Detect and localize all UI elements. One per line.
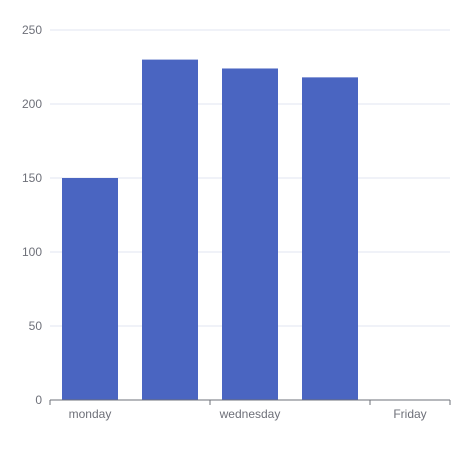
y-tick-label: 250 (22, 23, 42, 37)
y-tick-label: 0 (35, 393, 42, 407)
x-tick-label: wednesday (219, 407, 281, 421)
x-tick-label: monday (69, 407, 112, 421)
bar[interactable] (62, 178, 118, 400)
bar[interactable] (302, 77, 358, 401)
x-axis (49, 399, 451, 405)
y-tick-label: 100 (22, 245, 42, 259)
y-tick-label: 50 (29, 319, 43, 333)
bars (62, 59, 358, 401)
x-tick-label: Friday (393, 407, 426, 421)
bar[interactable] (142, 59, 198, 400)
y-axis-labels: 0 50 100 150 200 250 (22, 23, 42, 407)
y-tick-label: 150 (22, 171, 42, 185)
y-tick-label: 200 (22, 97, 42, 111)
x-axis-labels: monday wednesday Friday (69, 407, 427, 421)
bar[interactable] (222, 68, 278, 400)
